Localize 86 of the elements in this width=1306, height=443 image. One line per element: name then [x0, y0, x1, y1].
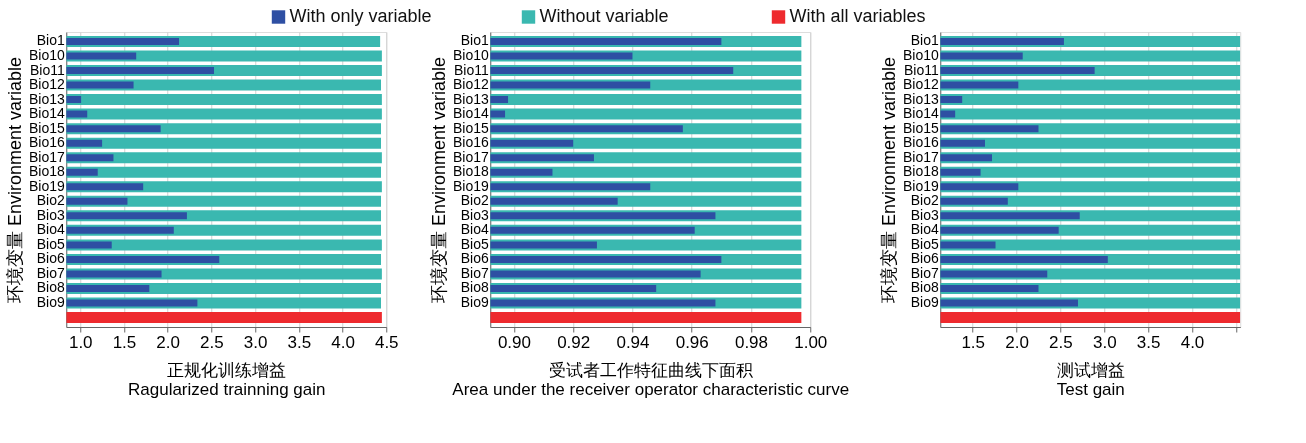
- y-tick-label: Bio12: [452, 76, 489, 93]
- x-tick-label: 0.92: [557, 332, 591, 352]
- y-tick-label: Bio9: [460, 294, 489, 311]
- y-tick-label: Bio7: [36, 264, 65, 281]
- y-tick-label: Bio18: [902, 163, 939, 180]
- y-tick-label: Bio16: [28, 134, 65, 151]
- x-tick-label: 1.00: [794, 332, 828, 352]
- x-tick-label: 4.5: [374, 332, 399, 352]
- y-tick-label: Bio6: [460, 250, 489, 267]
- y-tick-label: Bio6: [910, 250, 939, 267]
- y-tick-label: Bio8: [36, 279, 65, 296]
- y-tick-label: Bio8: [910, 279, 939, 296]
- y-tick-label: Bio17: [902, 148, 939, 165]
- x-tick-label: 4.0: [331, 332, 355, 352]
- legend-label: Without variable: [539, 6, 669, 26]
- y-tick-label: Bio15: [452, 119, 489, 136]
- y-tick-label: Bio15: [28, 119, 65, 136]
- y-tick-label: Bio5: [910, 235, 939, 252]
- y-tick-label: Bio14: [28, 105, 65, 122]
- y-tick-label: Bio8: [460, 279, 489, 296]
- x-tick-label: 3.5: [287, 332, 312, 352]
- y-tick-label: Bio11: [29, 61, 65, 78]
- y-tick-label: Bio19: [902, 177, 939, 194]
- y-tick-label: Bio10: [28, 46, 65, 63]
- y-tick-label: Bio10: [902, 46, 939, 63]
- y-tick-label: Bio3: [910, 206, 939, 223]
- x-tick-label: 0.96: [675, 332, 709, 352]
- y-tick-label: Bio4: [910, 221, 939, 238]
- y-tick-label: Bio4: [460, 221, 489, 238]
- y-tick-label: Bio1: [910, 32, 939, 49]
- y-tick-label: Bio17: [28, 148, 65, 165]
- x-tick-label: 2.5: [200, 332, 224, 352]
- y-tick-label: Bio18: [28, 163, 65, 180]
- y-axis-title: 环境变量 Environment variable: [428, 56, 449, 304]
- x-tick-label: 1.0: [68, 332, 93, 352]
- y-tick-label: Bio7: [460, 264, 489, 281]
- x-tick-label: 2.5: [1049, 332, 1073, 352]
- y-tick-label: Bio13: [28, 90, 65, 107]
- y-tick-label: Bio9: [910, 294, 939, 311]
- y-tick-label: Bio18: [452, 163, 489, 180]
- y-tick-label: Bio2: [36, 192, 65, 209]
- legend-label: With only variable: [289, 6, 432, 26]
- y-tick-label: Bio2: [460, 192, 489, 209]
- y-tick-label: Bio12: [902, 76, 939, 93]
- y-tick-label: Bio1: [460, 32, 489, 49]
- x-tick-label: 1.5: [961, 332, 986, 352]
- y-tick-label: Bio11: [453, 61, 489, 78]
- x-tick-label: 0.94: [616, 332, 650, 352]
- y-tick-label: Bio15: [902, 119, 939, 136]
- y-tick-label: Bio4: [36, 221, 65, 238]
- y-tick-label: Bio19: [452, 177, 489, 194]
- x-tick-label: 3.5: [1136, 332, 1161, 352]
- y-tick-label: Bio12: [28, 76, 65, 93]
- y-tick-label: Bio13: [902, 90, 939, 107]
- y-axis-title: 环境变量 Environment variable: [4, 56, 25, 304]
- x-tick-label: 4.0: [1180, 332, 1205, 352]
- y-tick-label: Bio16: [902, 134, 939, 151]
- y-tick-label: Bio19: [28, 177, 65, 194]
- x-axis-title: 测试增益 Test gain: [1056, 360, 1125, 399]
- y-tick-label: Bio7: [910, 264, 939, 281]
- y-tick-label: Bio5: [460, 235, 489, 252]
- x-tick-label: 1.5: [112, 332, 137, 352]
- y-tick-label: Bio6: [36, 250, 65, 267]
- y-tick-label: Bio3: [460, 206, 489, 223]
- x-tick-label: 2.0: [1005, 332, 1029, 352]
- x-tick-label: 0.98: [734, 332, 769, 352]
- y-axis-title: 环境变量 Environment variable: [878, 56, 899, 304]
- x-tick-label: 2.0: [156, 332, 180, 352]
- y-tick-label: Bio9: [36, 294, 65, 311]
- y-tick-label: Bio3: [36, 206, 65, 223]
- x-tick-label: 3.0: [1092, 332, 1117, 352]
- y-tick-label: Bio14: [452, 105, 489, 122]
- x-tick-label: 0.90: [497, 332, 531, 352]
- y-tick-label: Bio5: [36, 235, 65, 252]
- y-tick-label: Bio14: [902, 105, 939, 122]
- x-tick-label: 3.0: [243, 332, 268, 352]
- y-tick-label: Bio11: [903, 61, 939, 78]
- y-tick-label: Bio13: [452, 90, 489, 107]
- x-axis-title: 正规化训练增益 Ragularized trainning gain: [127, 360, 326, 399]
- y-tick-label: Bio16: [452, 134, 489, 151]
- y-tick-label: Bio2: [910, 192, 939, 209]
- legend-label: With all variables: [789, 6, 926, 26]
- y-tick-label: Bio10: [452, 46, 489, 63]
- x-axis-title: 受试者工作特征曲线下面积 Area under the receiver operator characteristic curve: [452, 360, 850, 399]
- y-tick-label: Bio1: [36, 32, 65, 49]
- y-tick-label: Bio17: [452, 148, 489, 165]
